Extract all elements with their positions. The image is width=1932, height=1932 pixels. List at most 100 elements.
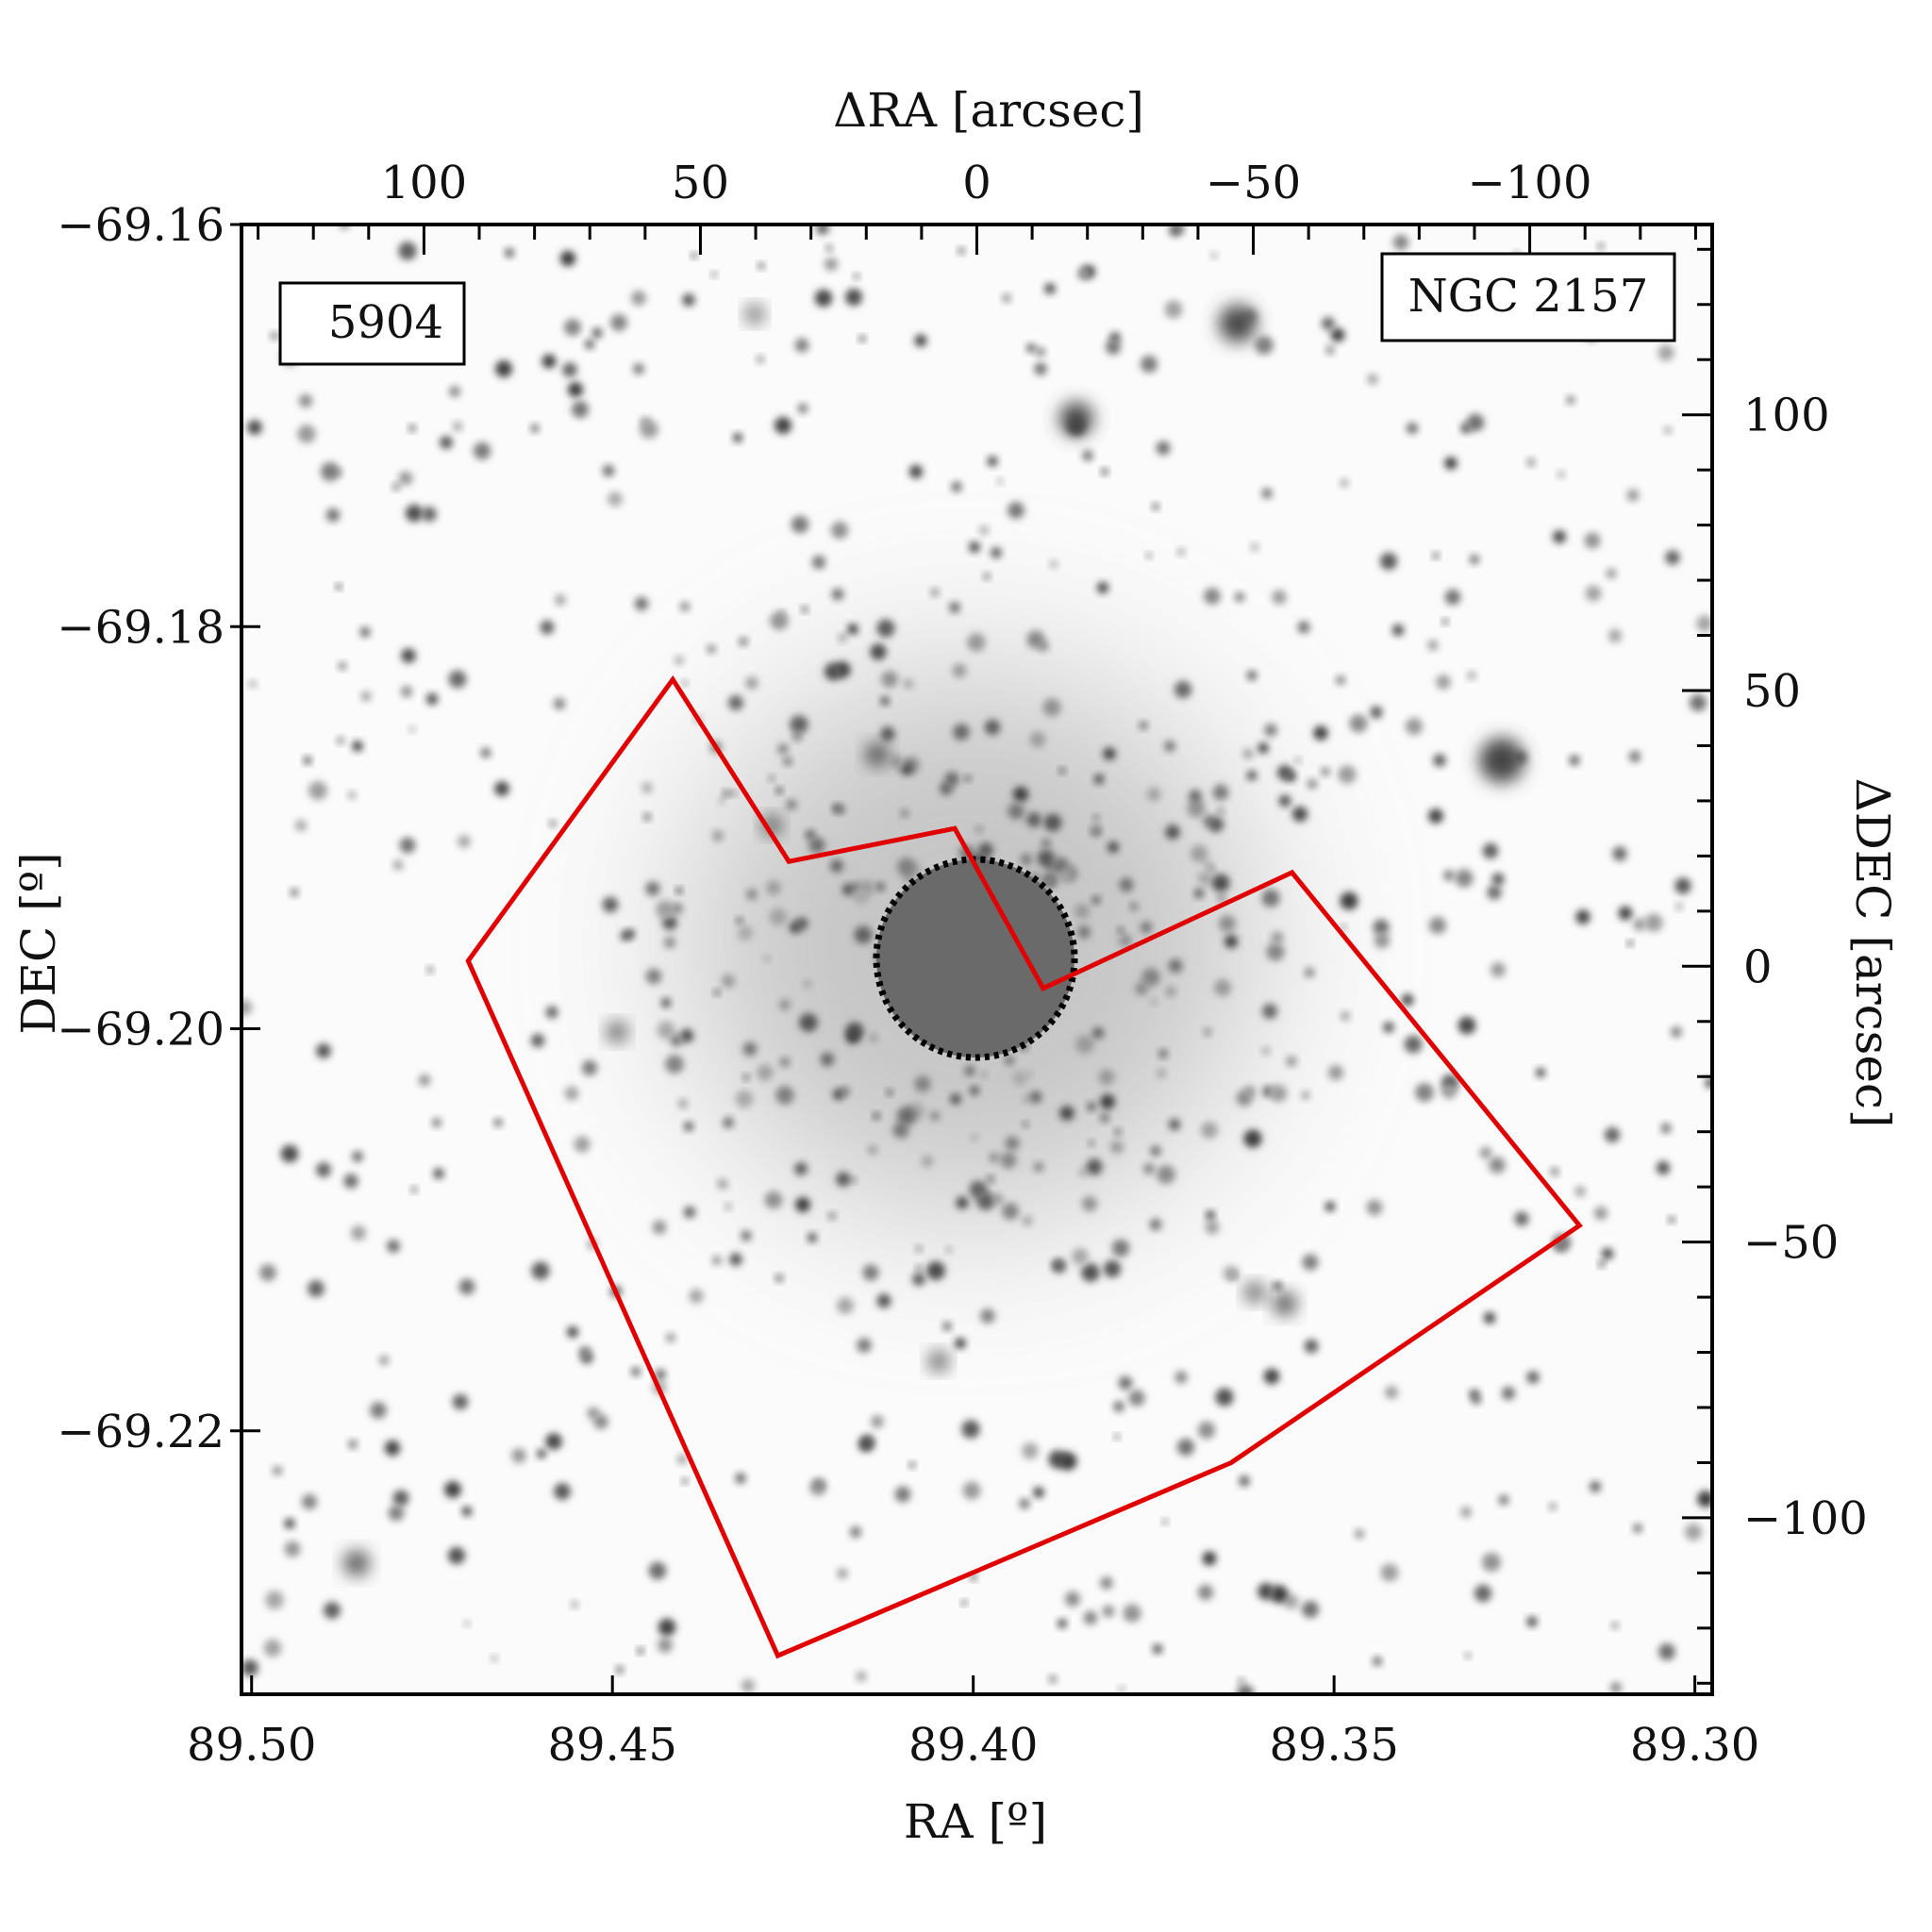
star <box>1307 778 1318 790</box>
star <box>648 1561 667 1580</box>
star <box>836 805 845 814</box>
bottom-tick-label: 89.50 <box>187 1719 316 1772</box>
star <box>1469 554 1480 565</box>
star <box>858 335 866 342</box>
star <box>1660 1123 1672 1134</box>
star <box>897 858 916 876</box>
star <box>1158 1049 1168 1058</box>
star <box>388 1505 405 1522</box>
star <box>1455 869 1474 888</box>
star <box>908 464 924 479</box>
star <box>892 1122 909 1139</box>
star <box>795 917 808 930</box>
field-label-box: 5904 <box>278 281 466 366</box>
top-tick-label: −50 <box>1206 157 1301 209</box>
star <box>1272 590 1287 605</box>
star <box>825 244 833 252</box>
star <box>1261 1003 1278 1020</box>
star <box>1052 1259 1063 1271</box>
star <box>838 633 847 642</box>
star <box>677 1455 687 1464</box>
star <box>1355 1529 1364 1539</box>
star <box>1237 1685 1254 1694</box>
star <box>494 781 509 796</box>
star <box>1078 1168 1088 1177</box>
star <box>1526 1616 1538 1627</box>
star <box>657 1021 675 1040</box>
star <box>1176 1438 1195 1457</box>
star <box>758 262 765 270</box>
star <box>733 433 742 442</box>
star <box>1557 471 1565 478</box>
star <box>453 422 462 431</box>
star <box>1270 1085 1287 1102</box>
star <box>738 925 753 941</box>
star <box>1383 1022 1394 1033</box>
star <box>876 1293 891 1308</box>
star <box>1157 1069 1166 1078</box>
star <box>958 247 965 255</box>
star <box>869 1033 878 1042</box>
star <box>1489 1157 1506 1174</box>
star <box>1491 873 1505 886</box>
star <box>458 1278 475 1295</box>
star <box>1197 1421 1216 1440</box>
bright-star <box>1245 1283 1264 1302</box>
star <box>265 1591 284 1609</box>
star <box>1294 757 1302 764</box>
star <box>392 1490 409 1507</box>
star <box>1427 640 1439 651</box>
star <box>801 606 808 613</box>
star <box>876 619 895 638</box>
star <box>242 999 253 1016</box>
star <box>969 541 980 553</box>
star <box>723 790 730 797</box>
star <box>1087 1102 1096 1111</box>
star <box>1483 1311 1496 1324</box>
star <box>1270 1585 1289 1604</box>
star <box>1206 1210 1215 1220</box>
star <box>862 1264 879 1281</box>
star <box>1043 813 1062 832</box>
top-tick-label: 50 <box>672 157 729 209</box>
star <box>1203 859 1212 869</box>
star <box>643 813 651 821</box>
bright-star <box>648 176 663 192</box>
right-tick-label: −100 <box>1743 1492 1868 1545</box>
star <box>1152 503 1159 510</box>
star <box>1077 267 1091 280</box>
star <box>316 1043 331 1058</box>
star <box>992 1193 1004 1205</box>
top-tick-label: 100 <box>381 157 468 209</box>
star <box>769 908 788 926</box>
star <box>602 896 619 913</box>
star <box>681 679 689 687</box>
star <box>900 808 909 818</box>
star <box>1022 1215 1033 1226</box>
star <box>1023 1095 1030 1103</box>
star <box>1464 1652 1472 1659</box>
star <box>875 882 885 891</box>
left-tick-label: −69.20 <box>57 1004 225 1057</box>
star <box>850 1526 861 1538</box>
star <box>321 462 340 481</box>
star <box>452 1393 469 1410</box>
star <box>1129 902 1139 911</box>
star <box>735 1473 746 1484</box>
star <box>1149 1218 1162 1231</box>
star <box>1261 488 1273 499</box>
star <box>634 596 649 611</box>
star <box>1626 489 1640 502</box>
star <box>711 272 717 277</box>
star <box>1243 1129 1262 1148</box>
star <box>1674 877 1691 894</box>
star <box>1261 889 1280 908</box>
star <box>1088 1140 1095 1147</box>
star <box>962 1481 981 1500</box>
star <box>1106 340 1121 355</box>
star <box>1223 1265 1240 1282</box>
star <box>1187 799 1206 818</box>
star <box>871 1415 884 1428</box>
star <box>308 781 327 800</box>
